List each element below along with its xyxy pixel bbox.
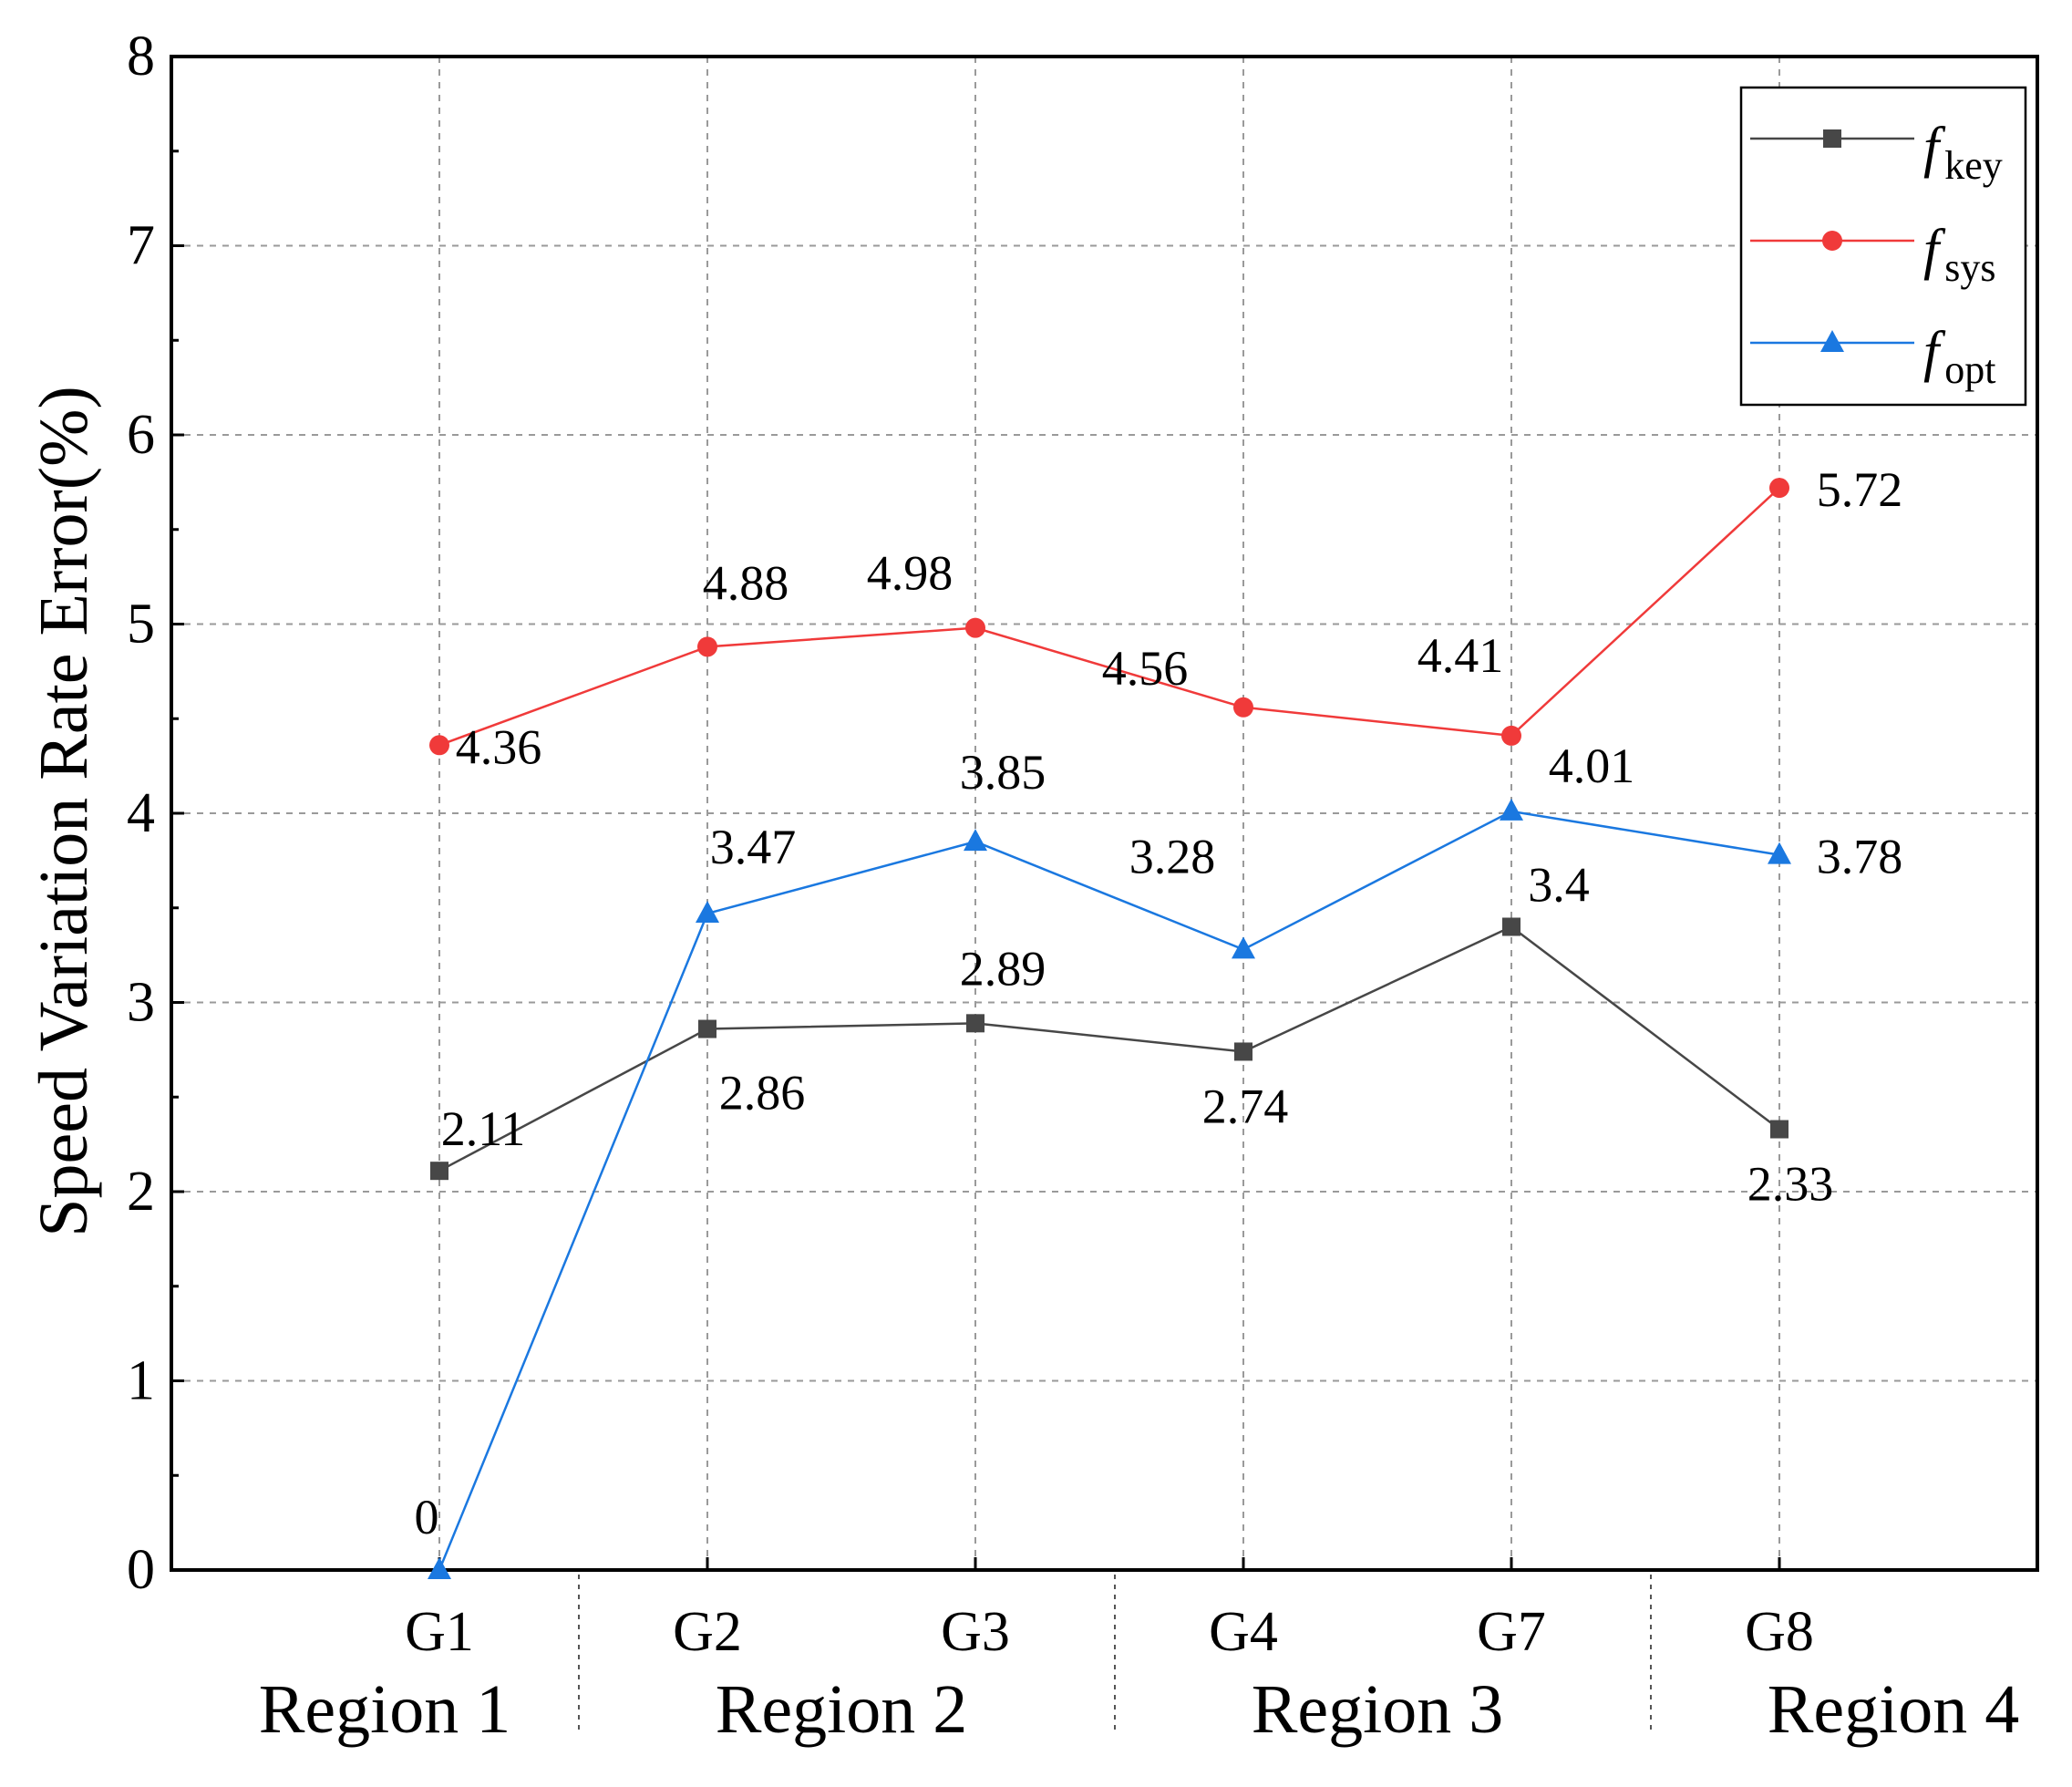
data-point-key [1502, 917, 1520, 936]
data-label-key: 2.74 [1202, 1079, 1289, 1133]
data-label-sys: 4.41 [1417, 628, 1504, 683]
data-label-opt: 3.28 [1129, 829, 1216, 883]
data-label-key: 2.11 [441, 1101, 526, 1156]
data-point-key [1234, 1042, 1252, 1061]
legend-marker-sys [1822, 231, 1842, 251]
legend-marker-key [1823, 129, 1841, 148]
data-label-key: 2.33 [1747, 1157, 1834, 1212]
data-label-opt: 3.85 [960, 745, 1046, 800]
data-label-sys: 5.72 [1817, 462, 1903, 517]
data-point-sys [697, 636, 717, 657]
data-label-layer: 2.11 2.86 2.89 2.74 3.4 2.33 4.36 4.88 4.98 4.56 4… [415, 462, 1903, 1544]
data-label-key: 2.86 [719, 1066, 806, 1121]
data-point-opt [428, 1557, 451, 1579]
data-label-sys: 4.36 [456, 719, 542, 774]
data-point-key [1770, 1120, 1789, 1139]
legend-marker-opt [1820, 330, 1844, 352]
data-label-opt: 3.78 [1817, 830, 1903, 884]
data-point-opt [1500, 798, 1523, 821]
region-label: Region 2 [716, 1671, 968, 1748]
region-label: Region 1 [259, 1671, 511, 1748]
data-point-key [430, 1162, 448, 1181]
x-tick-label: G8 [1745, 1601, 1814, 1663]
data-label-key: 3.4 [1528, 858, 1590, 913]
y-tick-label: 1 [127, 1350, 155, 1412]
x-tick-label: G2 [673, 1601, 742, 1663]
data-point-key [966, 1014, 984, 1033]
x-tick-label: G1 [405, 1601, 474, 1663]
data-point-sys [1501, 725, 1521, 746]
data-label-sys: 4.88 [703, 555, 789, 610]
data-point-sys [429, 735, 449, 756]
series-line-key [438, 925, 1780, 1172]
series-layer [428, 478, 1791, 1579]
data-point-opt [696, 900, 719, 923]
x-tick-label: G4 [1209, 1601, 1278, 1663]
y-tick-label: 4 [127, 782, 155, 844]
data-label-opt: 0 [415, 1490, 439, 1544]
region-label: Region 3 [1252, 1671, 1504, 1748]
data-point-key [698, 1019, 716, 1038]
x-tick-label: G7 [1477, 1601, 1546, 1663]
data-point-opt [964, 829, 987, 852]
data-point-sys [1233, 697, 1253, 718]
data-point-sys [1769, 478, 1789, 499]
legend-box [1739, 86, 2027, 407]
region-label: Region 4 [1768, 1671, 2020, 1748]
y-tick-label: 8 [127, 26, 155, 88]
data-point-opt [1768, 842, 1791, 864]
series-line-sys [438, 487, 1780, 747]
series-line-opt [438, 810, 1780, 1571]
y-tick-label: 6 [127, 404, 155, 466]
data-point-opt [1232, 936, 1255, 959]
data-label-sys: 4.56 [1102, 641, 1189, 696]
y-tick-label: 3 [127, 972, 155, 1034]
data-label-key: 2.89 [960, 941, 1046, 996]
data-label-opt: 4.01 [1549, 739, 1635, 793]
data-label-sys: 4.98 [867, 546, 954, 601]
x-tick-label: G3 [941, 1601, 1010, 1663]
y-tick-label: 7 [127, 215, 155, 277]
data-point-sys [965, 617, 985, 638]
axis-layer: 0 1 2 3 4 5 6 7 8 G1 G2 G3 G4 G7 G8 Region 1 Region 2 Reg… [127, 26, 2039, 1748]
data-label-opt: 3.47 [710, 820, 797, 874]
y-tick-label: 2 [127, 1161, 155, 1223]
y-axis-title: Speed Variation Rate Error(%) [26, 386, 102, 1237]
y-tick-label: 0 [127, 1539, 155, 1601]
y-tick-label: 5 [127, 594, 155, 656]
